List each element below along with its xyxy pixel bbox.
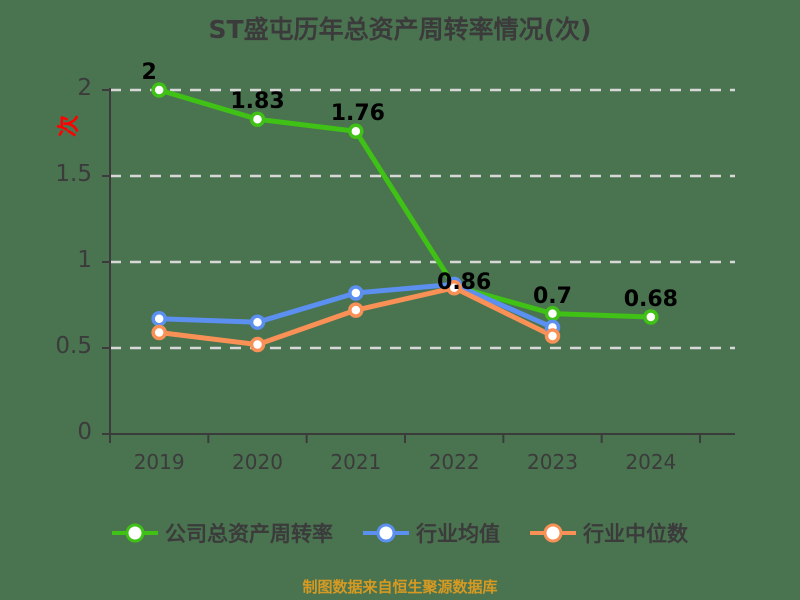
marker-s1-p1: [249, 314, 266, 330]
legend-label: 行业中位数: [583, 522, 688, 546]
y-tick-label: 0.5: [55, 333, 92, 359]
marker-s0-p1: [249, 111, 266, 127]
x-tick-label-2024: 2024: [625, 450, 677, 474]
data-label-2022: 0.86: [437, 270, 492, 296]
marker-s2-p0: [151, 324, 167, 341]
marker-s0-p0: [151, 82, 167, 98]
marker-s1-p0: [151, 311, 167, 327]
legend-marker-icon: [112, 522, 158, 544]
chart-legend: 公司总资产周转率 行业均值 行业中位数: [0, 518, 800, 548]
data-label-2019: 2: [141, 60, 157, 85]
series-line-0: [156, 87, 654, 320]
data-label-2021: 1.76: [330, 101, 385, 127]
y-tick-label: 2: [77, 75, 92, 101]
x-tick-label-2020: 2020: [232, 450, 283, 474]
y-tick-label: 1.5: [55, 161, 92, 187]
marker-s1-p2: [348, 285, 364, 301]
x-tick-label-2021: 2021: [330, 450, 382, 474]
marker-s2-p2: [348, 302, 364, 318]
legend-label: 行业均值: [416, 522, 500, 546]
x-tick-label-2019: 2019: [133, 450, 185, 474]
legend-item-1[interactable]: 行业均值: [363, 518, 500, 548]
legend-label: 公司总资产周转率: [165, 522, 333, 546]
marker-s2-p1: [249, 336, 266, 353]
legend-marker-icon: [530, 522, 576, 544]
marker-s2-p3: [446, 280, 462, 296]
legend-marker-icon: [363, 522, 409, 544]
marker-s0-p5: [643, 309, 659, 325]
marker-s0-p4: [544, 305, 561, 322]
marker-s0-p2: [348, 123, 364, 140]
legend-item-2[interactable]: 行业中位数: [530, 518, 688, 548]
marker-s2-p4: [544, 328, 561, 344]
x-tick-label-2023: 2023: [527, 450, 578, 474]
data-label-2023: 0.7: [533, 283, 572, 309]
page-title: ST盛屯历年总资产周转率情况(次): [208, 15, 592, 44]
y-tick-label: 0: [77, 419, 92, 445]
y-tick-label: 1: [77, 247, 92, 273]
data-label-2020: 1.83: [230, 89, 285, 115]
legend-item-0[interactable]: 公司总资产周转率: [112, 518, 333, 548]
footer-note: 制图数据来自恒生聚源数据库: [302, 578, 498, 596]
data-label-2024: 0.68: [623, 287, 678, 313]
x-tick-label-2022: 2022: [428, 450, 480, 474]
